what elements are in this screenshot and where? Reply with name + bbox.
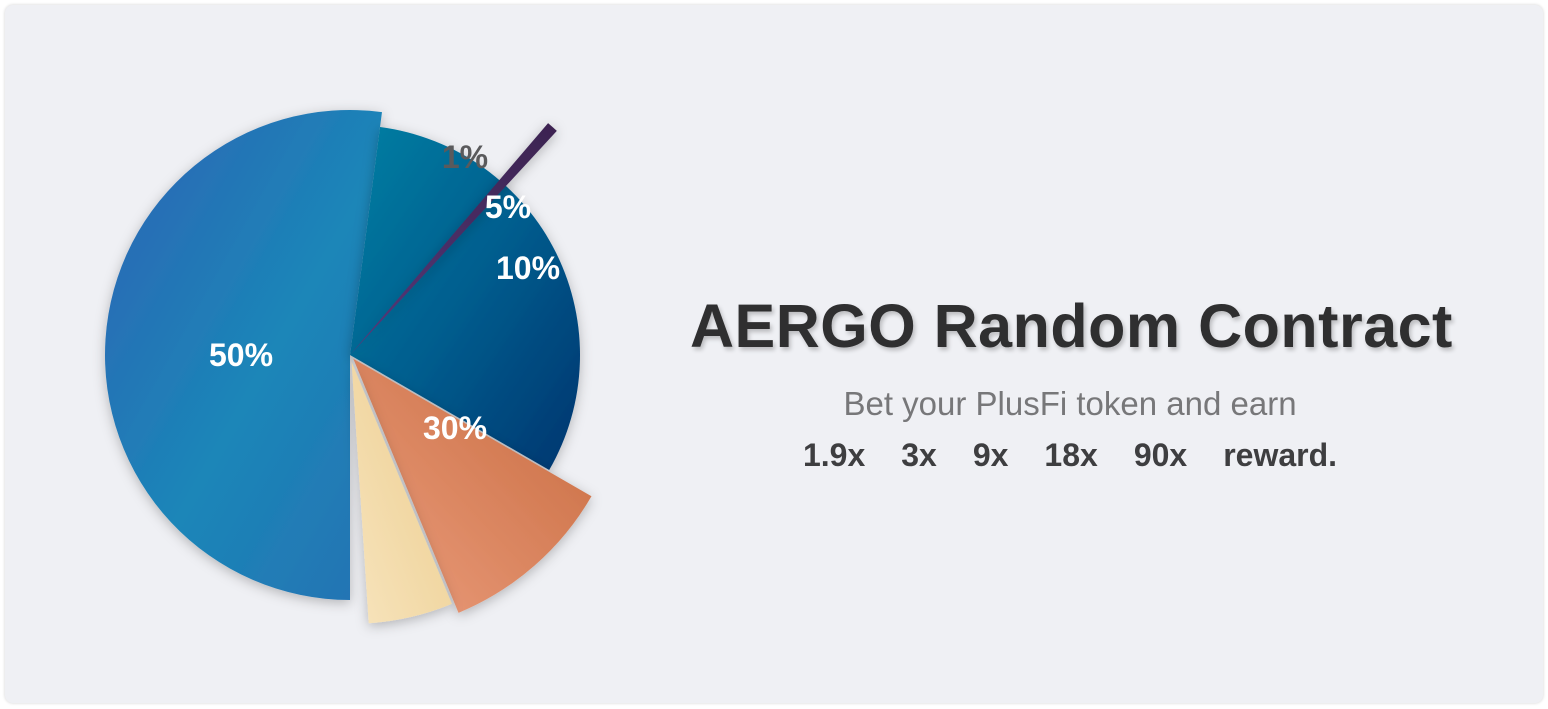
slice-1 — [350, 123, 557, 356]
slice-10-label: 10% — [496, 250, 560, 286]
multiplier-5: 90x — [1133, 437, 1188, 473]
slice-50 — [104, 109, 382, 601]
page-title: AERGO Random Contract — [690, 292, 1453, 360]
slice-50-label: 50% — [209, 337, 273, 373]
slice-1-label: 1% — [442, 139, 488, 175]
multiplier-3: 9x — [972, 437, 1009, 473]
slice-5-label: 5% — [485, 189, 531, 225]
slice-5 — [351, 361, 452, 624]
slice-30-label: 30% — [423, 410, 487, 446]
multiplier-1: 1.9x — [802, 437, 866, 473]
pie-chart: 50% 30% 10% 5% 1% — [104, 109, 592, 624]
subtitle: Bet your PlusFi token and earn — [843, 385, 1297, 422]
multiplier-2: 3x — [901, 437, 937, 473]
reward-suffix: reward. — [1223, 437, 1338, 473]
slice-10 — [353, 358, 592, 613]
slice-30 — [350, 126, 580, 470]
multiplier-4: 18x — [1044, 437, 1098, 473]
reward-multipliers: 1.9x 3x 9x 18x 90x reward. — [690, 437, 1450, 474]
banner-card: 50% 30% 10% 5% 1% AERGO Random Contract Bet … — [5, 5, 1543, 703]
